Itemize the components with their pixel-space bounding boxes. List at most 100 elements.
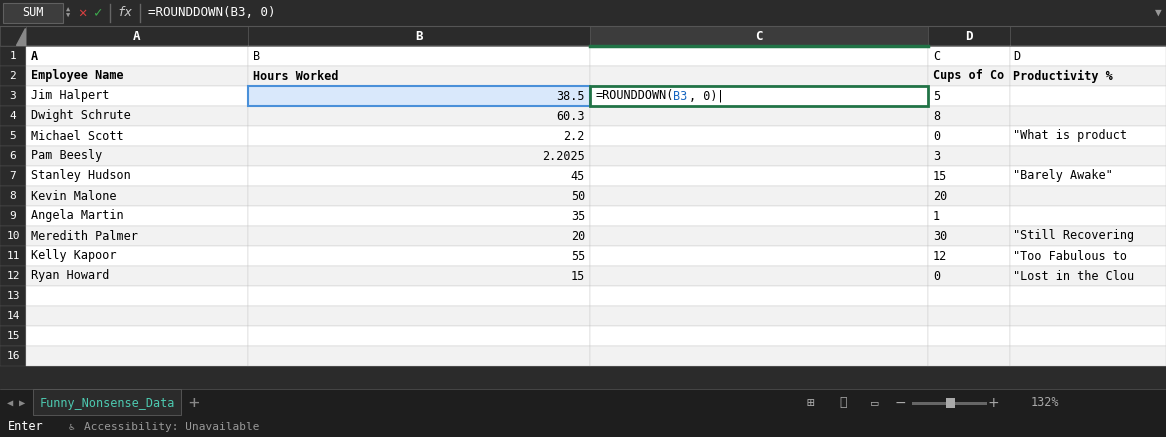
- Bar: [590, 86, 928, 106]
- Text: Michael Scott: Michael Scott: [31, 129, 124, 142]
- Bar: [928, 66, 1010, 86]
- Bar: [0, 286, 26, 306]
- Bar: [928, 106, 1010, 126]
- Text: 10: 10: [6, 231, 20, 241]
- Bar: [26, 306, 248, 326]
- Bar: [3, 3, 63, 23]
- Text: ♿: ♿: [69, 422, 75, 432]
- Text: 2: 2: [9, 71, 16, 81]
- Bar: [928, 206, 1010, 226]
- Bar: [248, 206, 590, 226]
- Bar: [1010, 186, 1166, 206]
- Text: 2.2: 2.2: [563, 129, 585, 142]
- Text: D: D: [965, 30, 972, 42]
- Text: 4: 4: [9, 111, 16, 121]
- Text: ▭: ▭: [871, 396, 879, 409]
- Bar: [248, 266, 590, 286]
- Text: 8: 8: [9, 191, 16, 201]
- Bar: [946, 398, 955, 408]
- Bar: [1010, 226, 1166, 246]
- Bar: [1010, 206, 1166, 226]
- Bar: [590, 26, 928, 46]
- Bar: [26, 166, 248, 186]
- Text: 30: 30: [933, 229, 947, 243]
- Text: ✓: ✓: [93, 6, 103, 20]
- Text: =ROUNDDOWN(: =ROUNDDOWN(: [596, 90, 674, 103]
- Text: Jim Halpert: Jim Halpert: [31, 90, 110, 103]
- Text: SUM: SUM: [22, 7, 43, 20]
- Bar: [590, 266, 928, 286]
- Text: Productivity %: Productivity %: [1013, 69, 1112, 83]
- Text: 12: 12: [933, 250, 947, 263]
- Bar: [1010, 146, 1166, 166]
- Bar: [248, 166, 590, 186]
- Bar: [26, 226, 248, 246]
- Bar: [928, 326, 1010, 346]
- Bar: [928, 146, 1010, 166]
- Bar: [248, 106, 590, 126]
- Text: 2.2025: 2.2025: [542, 149, 585, 163]
- Text: ▼: ▼: [65, 13, 70, 19]
- Bar: [26, 66, 248, 86]
- Text: Enter: Enter: [8, 420, 43, 434]
- Text: 12: 12: [6, 271, 20, 281]
- Text: B: B: [415, 30, 423, 42]
- Text: 5: 5: [933, 90, 940, 103]
- Bar: [26, 286, 248, 306]
- Bar: [928, 346, 1010, 366]
- Bar: [1010, 326, 1166, 346]
- Text: , 0): , 0): [689, 90, 717, 103]
- Bar: [928, 186, 1010, 206]
- Text: =ROUNDDOWN(B3, 0): =ROUNDDOWN(B3, 0): [148, 7, 275, 20]
- Text: B: B: [253, 49, 260, 62]
- Bar: [590, 126, 928, 146]
- Text: 35: 35: [570, 209, 585, 222]
- Text: 50: 50: [570, 190, 585, 202]
- Text: 132%: 132%: [1031, 396, 1059, 409]
- Text: 15: 15: [570, 270, 585, 282]
- Text: D: D: [1013, 49, 1020, 62]
- Text: Kevin Malone: Kevin Malone: [31, 190, 117, 202]
- Bar: [0, 146, 26, 166]
- Bar: [26, 26, 248, 46]
- Text: 16: 16: [6, 351, 20, 361]
- Bar: [248, 66, 590, 86]
- Bar: [928, 306, 1010, 326]
- Text: Angela Martin: Angela Martin: [31, 209, 124, 222]
- Bar: [590, 46, 928, 66]
- Text: 15: 15: [933, 170, 947, 183]
- Bar: [248, 306, 590, 326]
- Bar: [928, 86, 1010, 106]
- Bar: [0, 186, 26, 206]
- Bar: [1010, 66, 1166, 86]
- Text: 45: 45: [570, 170, 585, 183]
- Bar: [590, 186, 928, 206]
- Bar: [248, 246, 590, 266]
- Text: ▲: ▲: [65, 7, 70, 13]
- Bar: [0, 0, 1166, 26]
- Bar: [1010, 246, 1166, 266]
- Text: 11: 11: [6, 251, 20, 261]
- Bar: [0, 266, 26, 286]
- Bar: [248, 226, 590, 246]
- Bar: [248, 346, 590, 366]
- Bar: [26, 246, 248, 266]
- Bar: [26, 46, 248, 66]
- Text: 20: 20: [933, 190, 947, 202]
- Bar: [590, 66, 928, 86]
- Bar: [26, 206, 248, 226]
- Bar: [248, 46, 590, 66]
- Bar: [0, 389, 1166, 417]
- Bar: [0, 306, 26, 326]
- Text: ☰: ☰: [840, 396, 847, 409]
- Text: ▶: ▶: [19, 398, 26, 408]
- Text: 3: 3: [933, 149, 940, 163]
- Bar: [912, 402, 986, 405]
- Text: 14: 14: [6, 311, 20, 321]
- Bar: [590, 306, 928, 326]
- Text: ✕: ✕: [78, 6, 86, 20]
- Text: Funny_Nonsense_Data: Funny_Nonsense_Data: [40, 396, 175, 409]
- Bar: [248, 126, 590, 146]
- Text: +: +: [988, 396, 999, 410]
- Bar: [0, 417, 1166, 437]
